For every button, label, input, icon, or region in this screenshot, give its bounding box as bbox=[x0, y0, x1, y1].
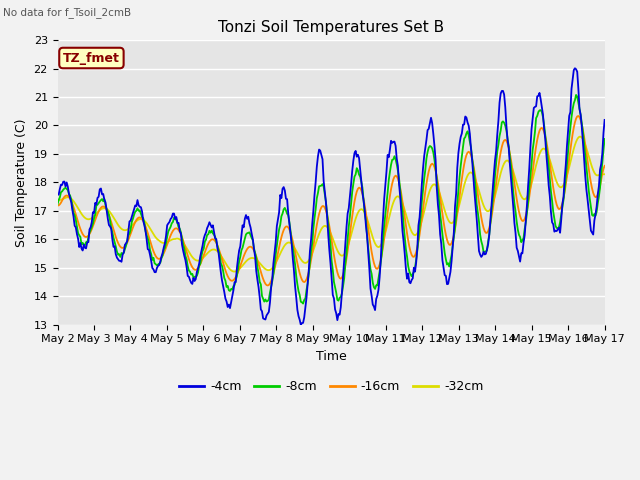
X-axis label: Time: Time bbox=[316, 350, 346, 363]
Text: TZ_fmet: TZ_fmet bbox=[63, 51, 120, 64]
Legend: -4cm, -8cm, -16cm, -32cm: -4cm, -8cm, -16cm, -32cm bbox=[174, 375, 488, 398]
Y-axis label: Soil Temperature (C): Soil Temperature (C) bbox=[15, 118, 28, 247]
Title: Tonzi Soil Temperatures Set B: Tonzi Soil Temperatures Set B bbox=[218, 20, 444, 35]
Text: No data for f_Tsoil_2cmB: No data for f_Tsoil_2cmB bbox=[3, 7, 131, 18]
